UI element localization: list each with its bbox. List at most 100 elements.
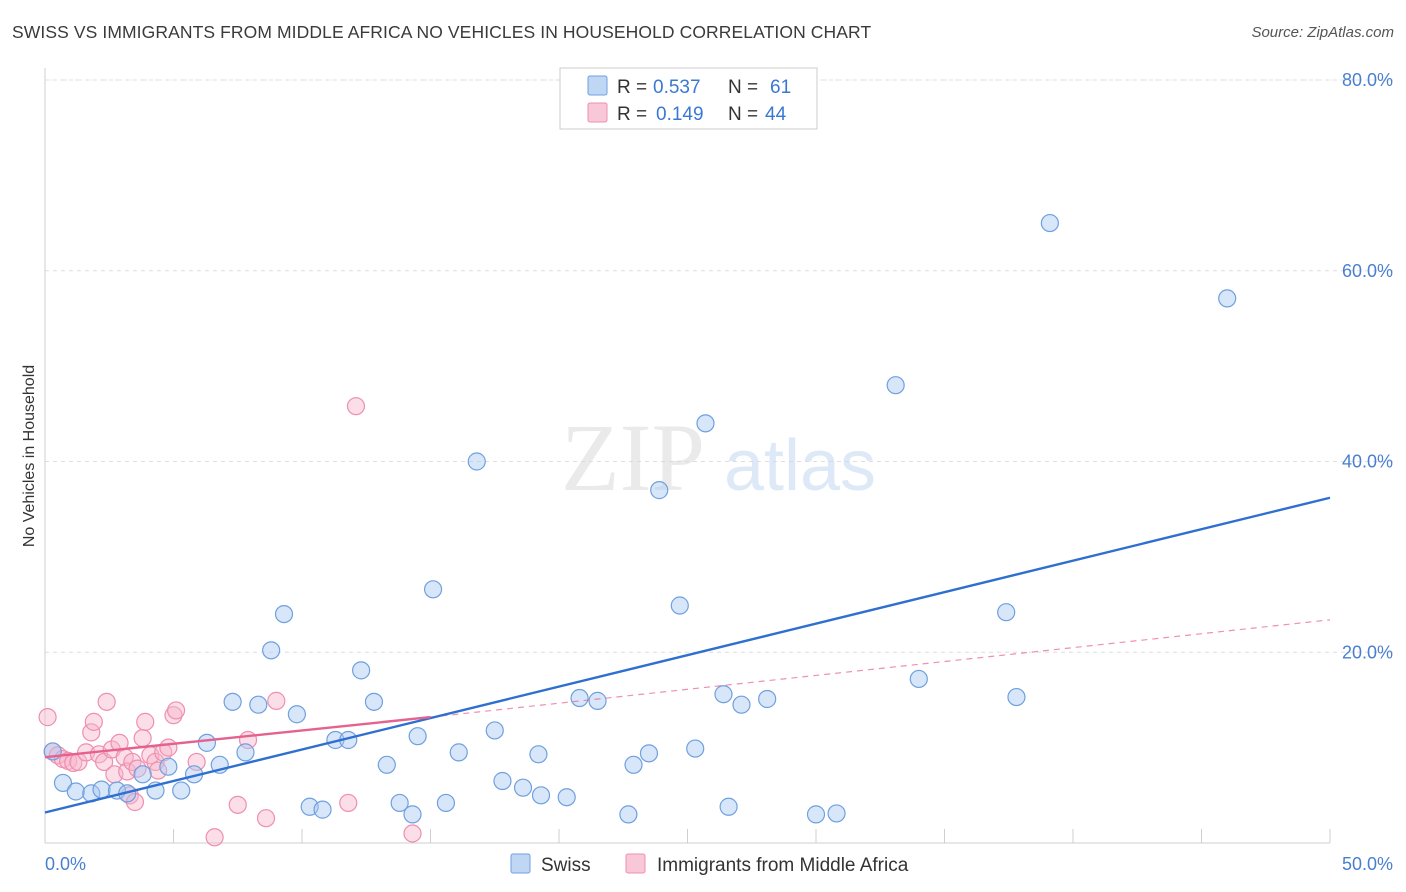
data-point-swiss (1007, 687, 1026, 707)
data-point-swiss (758, 689, 777, 709)
data-point-swiss (449, 743, 468, 762)
data-point-middle-africa (118, 762, 137, 781)
data-point-middle-africa (38, 708, 57, 727)
axes (44, 68, 1331, 844)
data-point-middle-africa (339, 793, 358, 813)
x-tick-label: 50.0% (1342, 854, 1393, 874)
y-tick-label: 20.0% (1342, 642, 1393, 662)
data-point-swiss (485, 721, 504, 740)
data-point-swiss (403, 805, 422, 824)
trendline-swiss (44, 496, 1331, 814)
x-tick-label: 0.0% (45, 854, 86, 874)
data-point-middle-africa (128, 759, 147, 778)
data-point-swiss (274, 604, 294, 624)
data-point-middle-africa (228, 795, 247, 814)
data-point-swiss (467, 452, 486, 471)
data-point-swiss (639, 744, 659, 763)
data-point-swiss (493, 771, 512, 791)
legend-swatch-middle-africa (587, 102, 608, 123)
data-point-swiss (236, 743, 255, 762)
data-point-middle-africa (205, 828, 224, 847)
series-blue-points (43, 213, 1237, 824)
data-point-middle-africa (346, 397, 366, 416)
data-point-swiss (249, 695, 268, 714)
data-point-swiss (352, 661, 371, 680)
legend-n-value: 44 (765, 104, 787, 125)
data-point-middle-africa (110, 733, 129, 752)
legend-r-value: 0.537 (653, 77, 701, 98)
data-point-swiss (159, 757, 178, 776)
data-point-middle-africa (82, 723, 101, 742)
legend-bottom-label-middle-africa: Immigrants from Middle Africa (657, 855, 909, 876)
data-point-middle-africa (256, 809, 276, 828)
watermark-atlas: atlas (724, 426, 876, 506)
y-tick-label: 80.0% (1342, 70, 1393, 90)
watermark-zip: ZIP (561, 404, 705, 511)
trendline-middle-africa-extended (430, 619, 1331, 718)
data-point-swiss (1218, 289, 1237, 308)
data-point-middle-africa (166, 701, 186, 720)
legend-bottom: Swiss Immigrants from Middle Africa (510, 853, 909, 876)
data-point-swiss (732, 695, 751, 714)
source-credit: Source: ZipAtlas.com (1251, 24, 1394, 41)
legend-bottom-swatch-middle-africa (625, 853, 646, 874)
data-point-swiss (436, 793, 456, 813)
data-point-swiss (377, 755, 396, 774)
legend-r-label: R = (617, 77, 647, 98)
data-point-swiss (570, 688, 589, 708)
data-point-swiss (133, 765, 152, 784)
data-point-swiss (806, 805, 826, 824)
data-point-swiss (531, 786, 551, 805)
data-point-swiss (364, 692, 384, 711)
data-point-swiss (172, 781, 191, 800)
data-point-swiss (66, 782, 85, 801)
data-point-swiss (670, 596, 689, 615)
legend-n-label: N = (728, 104, 758, 125)
data-point-swiss (423, 580, 443, 599)
data-point-swiss (624, 755, 643, 774)
data-point-swiss (909, 669, 928, 689)
data-point-middle-africa (84, 712, 103, 731)
data-point-middle-africa (97, 692, 116, 711)
data-point-middle-africa (403, 824, 422, 843)
y-tick-label: 60.0% (1342, 261, 1393, 281)
data-point-swiss (313, 800, 332, 819)
x-tick-labels: 0.0% 50.0% (45, 854, 1393, 874)
trendline-middle-africa (44, 715, 431, 759)
data-point-swiss (287, 705, 306, 724)
data-point-swiss (714, 685, 733, 704)
data-point-swiss (223, 692, 242, 711)
grid-lines (45, 79, 1395, 653)
data-point-swiss (557, 788, 576, 807)
data-point-middle-africa (267, 691, 286, 710)
trend-lines (44, 496, 1331, 814)
legend-bottom-swatch-swiss (510, 853, 531, 874)
data-point-swiss (513, 778, 533, 797)
y-tick-label: 40.0% (1342, 452, 1393, 472)
legend-n-value: 61 (770, 77, 791, 98)
series-pink-points (38, 397, 422, 847)
watermark: ZIP atlas (561, 404, 876, 511)
data-point-swiss (696, 414, 715, 433)
legend-swatch-swiss (587, 75, 608, 96)
data-point-middle-africa (136, 712, 155, 731)
data-point-swiss (92, 780, 111, 799)
legend-n-label: N = (728, 77, 758, 98)
data-point-swiss (827, 804, 846, 823)
data-point-middle-africa (133, 728, 152, 748)
legend-r-value: 0.149 (656, 104, 704, 125)
data-point-swiss (529, 745, 548, 764)
data-point-middle-africa (159, 738, 178, 757)
legend-top: R = 0.537 N = 61 R = 0.149 N = 44 (559, 67, 818, 130)
data-point-swiss (53, 773, 73, 793)
data-point-swiss (719, 797, 738, 816)
data-point-middle-africa (164, 706, 183, 725)
y-axis-label: No Vehicles in Household (21, 365, 38, 547)
data-point-swiss (619, 805, 638, 824)
data-point-swiss (1040, 213, 1059, 233)
data-point-swiss (588, 691, 607, 710)
y-tick-labels: 20.0% 40.0% 60.0% 80.0% (1342, 70, 1393, 662)
data-point-swiss (197, 733, 217, 752)
legend-bottom-label-swiss: Swiss (541, 855, 591, 876)
